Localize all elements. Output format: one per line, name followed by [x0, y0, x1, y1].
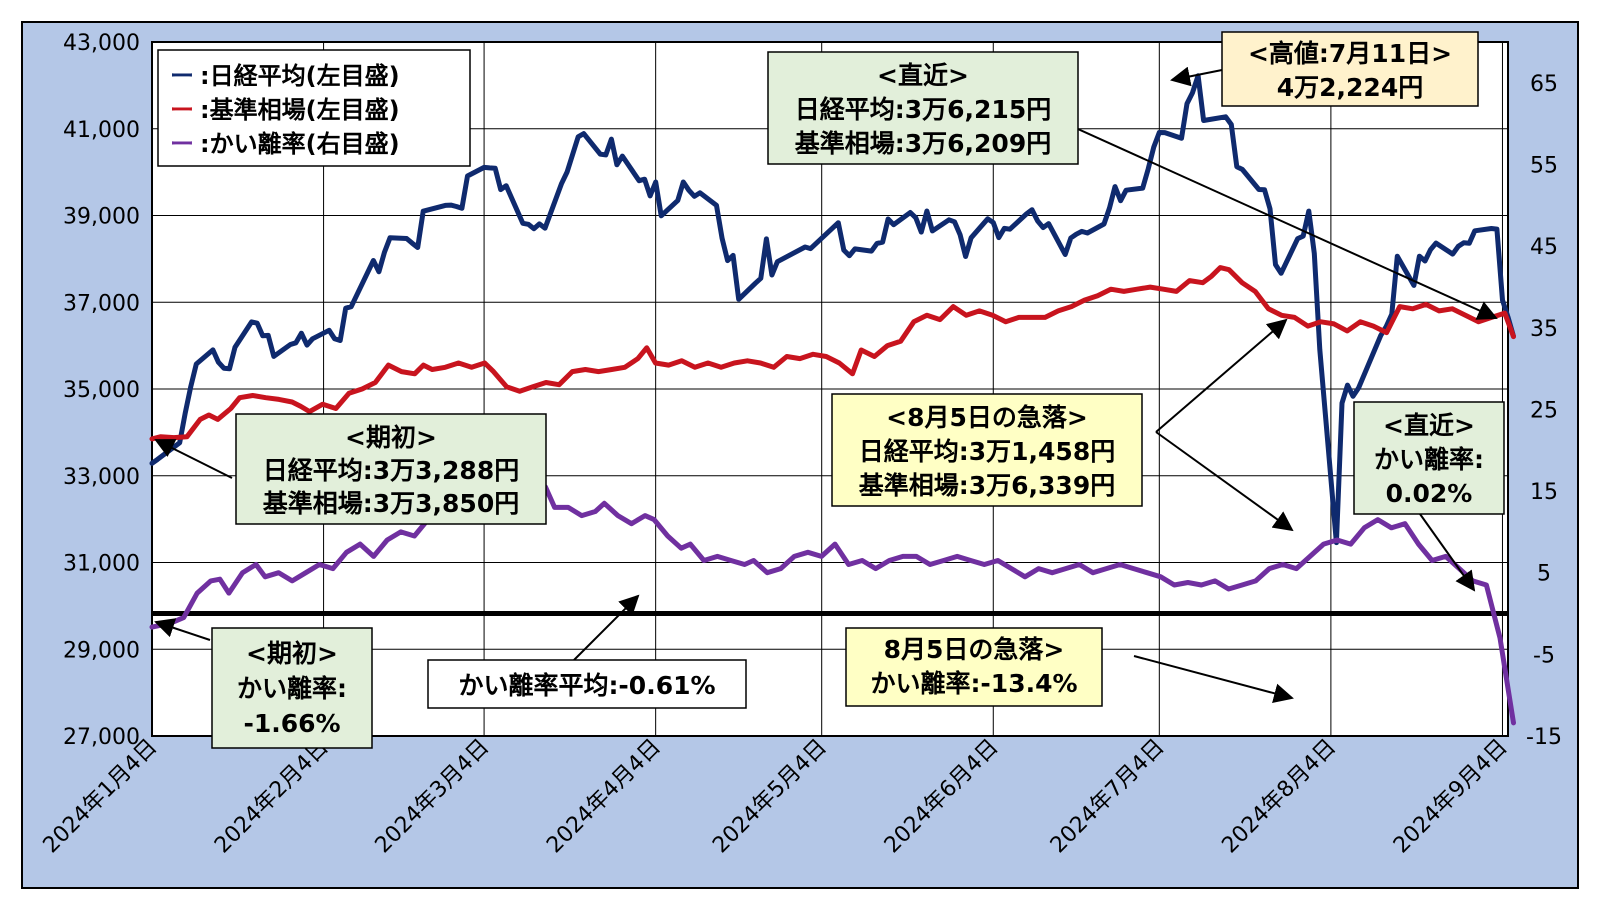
annotation-crash-price-title: <8月5日の急落>	[886, 403, 1088, 432]
annotation-initial-kairi-title: <期初>	[246, 639, 338, 668]
right-tick-label: -15	[1526, 725, 1562, 750]
annotation-high-title: <高値:7月11日>	[1248, 39, 1452, 68]
right-tick-label: 35	[1530, 317, 1558, 342]
annotation-average-kairi-text: かい離率平均:-0.61%	[458, 671, 715, 700]
annotation-high-value: 4万2,224円	[1277, 73, 1423, 102]
series-group	[149, 73, 1516, 726]
arrow-initial-price	[154, 439, 233, 479]
left-axis: 27,000 29,000 31,000 33,000 35,000 37,000 39,0…	[63, 31, 140, 750]
right-tick-label: 5	[1537, 562, 1551, 587]
left-tick-label: 39,000	[63, 205, 140, 230]
annotation-high-box	[1221, 31, 1479, 107]
legend-label-base: :基準相場(左目盛)	[200, 96, 400, 124]
arrow-crash-kairi	[1133, 655, 1294, 704]
annotation-initial-price-nikkei: 日経平均:3万3,288円	[263, 456, 519, 485]
annotation-recent-price-title: <直近>	[877, 61, 969, 90]
arrow-crash-base	[1155, 318, 1288, 433]
legend-marker-nikkei: ー	[170, 62, 194, 90]
annotation-crash-kairi-title: 8月5日の急落>	[884, 635, 1065, 664]
left-tick-label: 35,000	[63, 378, 140, 403]
right-tick-label: 25	[1530, 398, 1558, 423]
annotation-initial-price-base: 基準相場:3万3,850円	[263, 489, 519, 518]
annotation-initial-kairi-box	[211, 627, 373, 749]
annotation-average-kairi-box	[427, 659, 747, 709]
annotation-initial-price-box	[235, 413, 547, 525]
annotation-recent-price-nikkei: 日経平均:3万6,215円	[795, 95, 1051, 124]
right-tick-label: 65	[1530, 72, 1558, 97]
left-tick-label: 43,000	[63, 31, 140, 56]
right-tick-label: 55	[1530, 153, 1558, 178]
left-tick-label: 37,000	[63, 291, 140, 316]
annotation-recent-kairi-box	[1353, 401, 1505, 515]
annotation-high: <高値:7月11日> 4万2,224円	[1221, 31, 1479, 107]
annotation-initial-kairi-label: かい離率:	[237, 674, 347, 703]
annotation-recent-price-base: 基準相場:3万6,209円	[795, 129, 1051, 158]
annotation-crash-price-nikkei: 日経平均:3万1,458円	[859, 437, 1115, 466]
annotation-crash-kairi-box	[845, 627, 1103, 707]
annotation-initial-price-title: <期初>	[345, 423, 437, 452]
annotation-initial-kairi-value: -1.66%	[243, 709, 340, 738]
annotation-crash-price-base: 基準相場:3万6,339円	[859, 471, 1115, 500]
annotation-recent-kairi-value: 0.02%	[1386, 479, 1473, 508]
annotation-recent-kairi-title: <直近>	[1383, 411, 1475, 440]
annotation-initial-price: <期初> 日経平均:3万3,288円 基準相場:3万3,850円	[235, 413, 547, 525]
arrow-recent-kairi	[1419, 513, 1476, 592]
annotation-crash-kairi: 8月5日の急落> かい離率:-13.4%	[845, 627, 1103, 707]
series-line-nikkei	[149, 73, 1516, 546]
left-tick-label: 27,000	[63, 725, 140, 750]
annotation-crash-price-box	[831, 393, 1143, 507]
arrow-high	[1170, 66, 1223, 87]
legend-label-nikkei: :日経平均(左目盛)	[200, 62, 400, 90]
annotation-crash-price: <8月5日の急落> 日経平均:3万1,458円 基準相場:3万6,339円	[831, 393, 1143, 507]
arrow-average-kairi	[573, 594, 640, 661]
left-tick-label: 41,000	[63, 118, 140, 143]
series-line-base	[149, 265, 1516, 442]
right-tick-label: 15	[1530, 480, 1558, 505]
legend-box	[157, 49, 471, 167]
right-axis: -15 -5 5 15 25 35 45 55 65	[1526, 72, 1562, 750]
left-tick-label: 31,000	[63, 552, 140, 577]
annotation-arrows	[154, 66, 1498, 704]
arrow-initial-kairi	[154, 618, 211, 641]
left-tick-label: 33,000	[63, 465, 140, 490]
annotation-recent-kairi: <直近> かい離率: 0.02%	[1353, 401, 1505, 515]
legend-label-kairi: :かい離率(右目盛)	[200, 130, 400, 158]
annotation-average-kairi: かい離率平均:-0.61%	[427, 659, 747, 709]
right-tick-label: -5	[1533, 643, 1555, 668]
legend: ー :日経平均(左目盛) ー :基準相場(左目盛) ー :かい離率(右目盛)	[157, 49, 471, 167]
series-line-kairi	[149, 472, 1516, 726]
annotation-recent-price-box	[767, 51, 1079, 165]
legend-marker-base: ー	[170, 96, 194, 124]
annotation-crash-kairi-value: かい離率:-13.4%	[870, 669, 1077, 698]
annotation-initial-kairi: <期初> かい離率: -1.66%	[211, 627, 373, 749]
arrow-recent-price	[1057, 119, 1498, 320]
annotation-recent-price: <直近> 日経平均:3万6,215円 基準相場:3万6,209円	[767, 51, 1079, 165]
annotation-recent-kairi-label: かい離率:	[1374, 445, 1484, 474]
right-tick-label: 45	[1530, 235, 1558, 260]
left-tick-label: 29,000	[63, 638, 140, 663]
legend-marker-kairi: ー	[170, 130, 194, 158]
arrow-crash-nikkei	[1155, 431, 1294, 532]
